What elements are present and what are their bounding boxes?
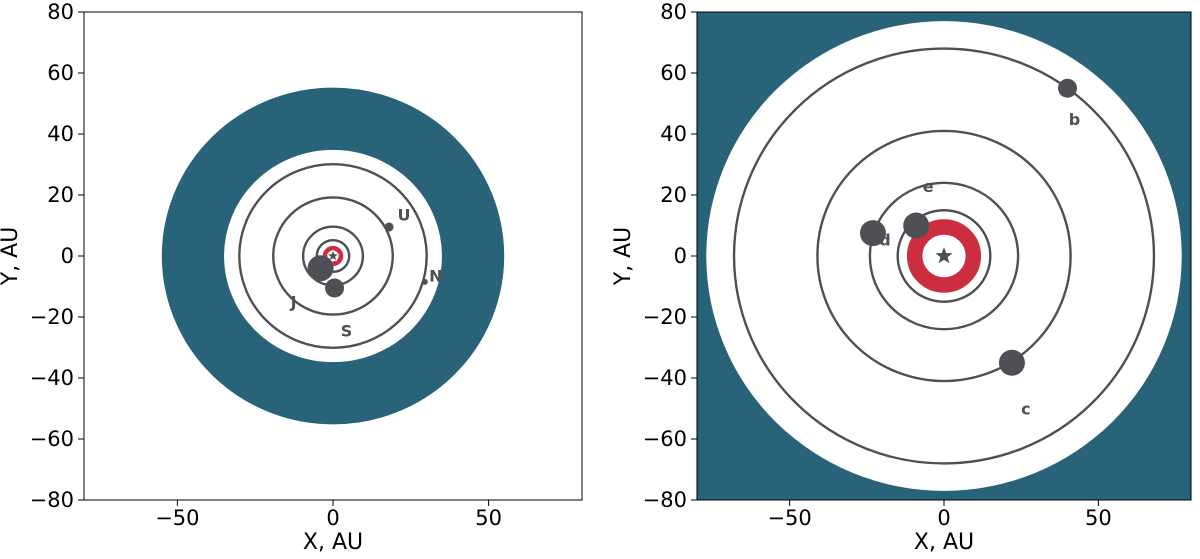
y-tick-label: 40 [660, 122, 687, 146]
y-tick-label: 60 [660, 61, 687, 85]
plot-area: J S U N [161, 87, 505, 425]
outer-debris-disk [161, 87, 505, 425]
orbit-3 [272, 196, 394, 316]
left-panel-solar-system: J S U N −50 0 50 −80 −60 −40 −20 0 20 40 60 80 X, AU Y, A… [0, 0, 583, 555]
y-axis-label: Y, AU [0, 227, 23, 287]
planet-label-U: U [398, 206, 411, 225]
y-tick-label: −80 [30, 488, 74, 512]
orbit-1 [896, 209, 992, 303]
x-axis-label: X, AU [303, 530, 363, 555]
x-axis-label: X, AU [914, 530, 974, 555]
y-tick-label: 80 [660, 0, 687, 24]
y-tick-label: 20 [47, 183, 74, 207]
star-marker [935, 247, 953, 264]
planet-d [859, 220, 886, 247]
right-panel-exoplanet-system: b c d e −50 0 50 −80 −60 −40 −20 0 20 40 60 80 X, AU Y, A… [611, 0, 1192, 555]
x-tick-label: 50 [1085, 506, 1112, 530]
y-tick-label: −40 [30, 366, 74, 390]
y-tick-label: 0 [61, 244, 74, 268]
planet-label-N: N [429, 266, 442, 285]
y-axis-label: Y, AU [611, 227, 636, 287]
planet-label-d: d [879, 231, 890, 250]
y-tick-label: 0 [674, 244, 687, 268]
x-tick-label: 0 [937, 506, 950, 530]
x-tick-label: 0 [326, 506, 339, 530]
x-tick-label: −50 [767, 506, 811, 530]
star-marker [326, 249, 340, 262]
y-tick-label: −20 [643, 305, 687, 329]
y-tick-label: −60 [643, 427, 687, 451]
planet-label-c: c [1021, 399, 1030, 418]
orbit-4 [732, 47, 1156, 465]
y-tick-label: −40 [643, 366, 687, 390]
orbit-4 [238, 162, 428, 350]
y-tick-label: 20 [660, 183, 687, 207]
y-tick-label: −20 [30, 305, 74, 329]
plot-area: b c d e [706, 21, 1182, 491]
planet-N [421, 278, 428, 285]
planet-label-S: S [341, 322, 353, 341]
planet-label-e: e [923, 177, 934, 196]
x-tick-label: 50 [475, 506, 502, 530]
planet-J [307, 255, 334, 282]
planet-S [325, 278, 345, 298]
x-tick-label: −50 [155, 506, 199, 530]
planet-b [1058, 78, 1077, 98]
planet-U [384, 222, 394, 232]
y-tick-label: −80 [643, 488, 687, 512]
inner-belt [322, 245, 344, 267]
planet-c [998, 349, 1025, 376]
planet-label-J: J [290, 293, 297, 312]
orbit-3 [816, 129, 1072, 383]
y-tick-label: −60 [30, 427, 74, 451]
y-tick-label: 80 [47, 0, 74, 24]
y-tick-label: 40 [47, 122, 74, 146]
planet-label-b: b [1069, 110, 1080, 129]
inner-belt [906, 219, 982, 293]
planet-e [903, 212, 930, 239]
orbit-2 [868, 181, 1020, 331]
y-tick-label: 60 [47, 61, 74, 85]
